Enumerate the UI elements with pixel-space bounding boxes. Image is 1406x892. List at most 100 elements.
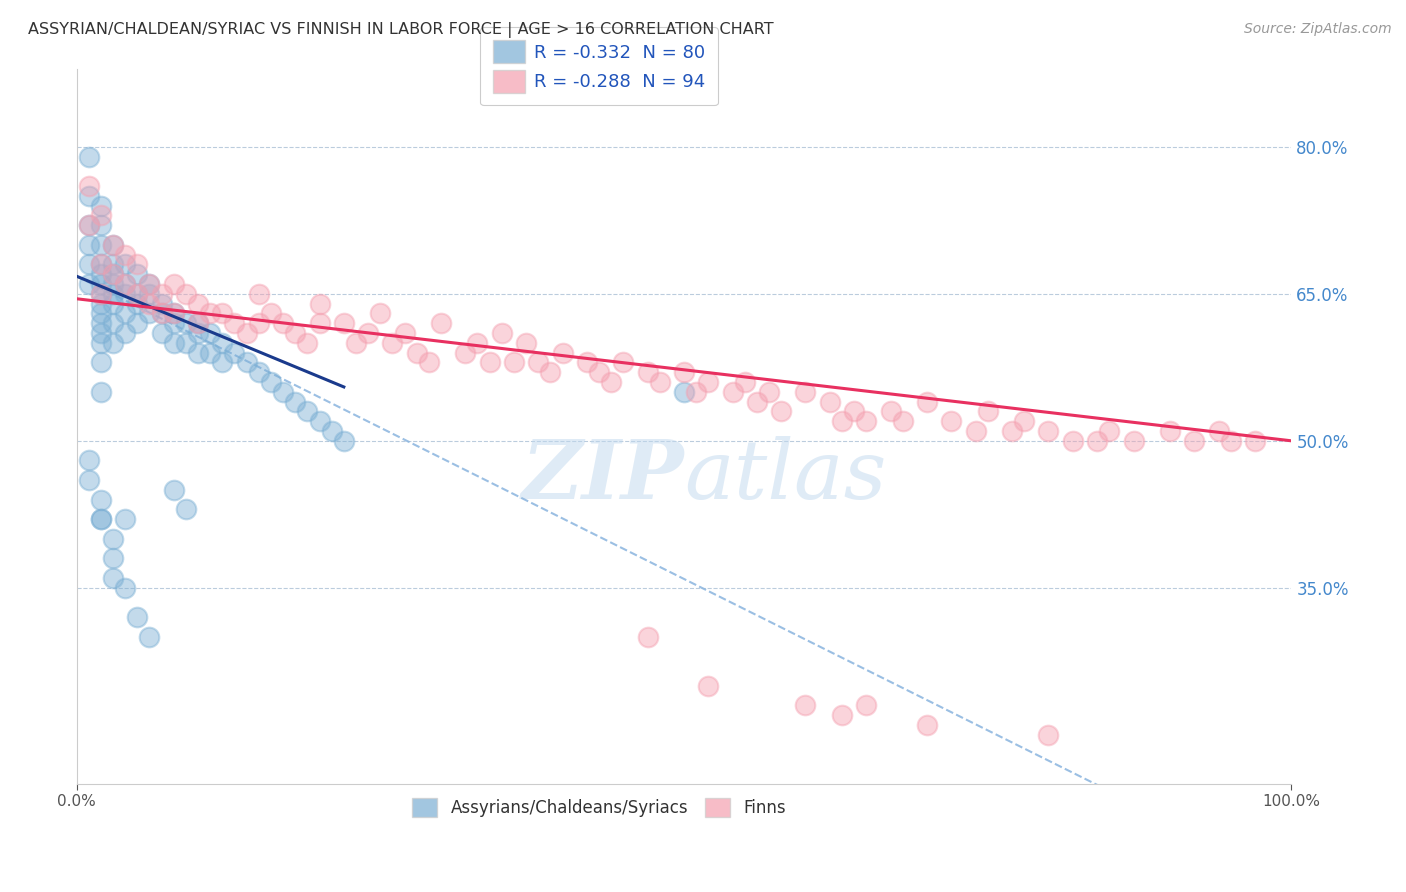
Point — [235, 326, 257, 340]
Point — [90, 277, 112, 291]
Point — [90, 257, 112, 271]
Point — [260, 375, 283, 389]
Point — [77, 219, 100, 233]
Point — [101, 316, 124, 330]
Point — [174, 286, 197, 301]
Point — [394, 326, 416, 340]
Point — [697, 375, 720, 389]
Point — [163, 277, 186, 291]
Point — [1219, 434, 1241, 448]
Point — [1159, 424, 1181, 438]
Point — [1098, 424, 1121, 438]
Point — [174, 502, 197, 516]
Point — [77, 179, 100, 194]
Point — [101, 296, 124, 310]
Point — [745, 394, 768, 409]
Point — [454, 345, 477, 359]
Point — [138, 630, 160, 644]
Point — [794, 384, 817, 399]
Point — [187, 326, 209, 340]
Point — [211, 335, 233, 350]
Point — [297, 335, 319, 350]
Point — [260, 306, 283, 320]
Point — [138, 277, 160, 291]
Point — [90, 512, 112, 526]
Point — [77, 189, 100, 203]
Text: ASSYRIAN/CHALDEAN/SYRIAC VS FINNISH IN LABOR FORCE | AGE > 16 CORRELATION CHART: ASSYRIAN/CHALDEAN/SYRIAC VS FINNISH IN L… — [28, 22, 773, 38]
Point — [235, 355, 257, 369]
Point — [672, 365, 695, 379]
Point — [612, 355, 634, 369]
Point — [770, 404, 793, 418]
Point — [418, 355, 440, 369]
Point — [187, 316, 209, 330]
Point — [90, 219, 112, 233]
Point — [150, 306, 173, 320]
Point — [1001, 424, 1024, 438]
Point — [284, 394, 307, 409]
Point — [90, 238, 112, 252]
Point — [637, 630, 659, 644]
Point — [127, 296, 149, 310]
Point — [333, 316, 356, 330]
Point — [1038, 728, 1060, 742]
Point — [101, 267, 124, 281]
Point — [648, 375, 671, 389]
Point — [163, 483, 186, 497]
Point — [174, 316, 197, 330]
Point — [138, 306, 160, 320]
Point — [831, 708, 853, 723]
Point — [637, 365, 659, 379]
Point — [247, 286, 270, 301]
Point — [224, 316, 246, 330]
Point — [150, 296, 173, 310]
Point — [187, 296, 209, 310]
Point — [941, 414, 963, 428]
Point — [150, 286, 173, 301]
Point — [90, 384, 112, 399]
Point — [114, 512, 136, 526]
Point — [101, 257, 124, 271]
Point — [211, 306, 233, 320]
Point — [90, 355, 112, 369]
Point — [187, 316, 209, 330]
Point — [977, 404, 1000, 418]
Point — [90, 199, 112, 213]
Point — [308, 414, 330, 428]
Point — [90, 316, 112, 330]
Point — [503, 355, 526, 369]
Point — [575, 355, 598, 369]
Point — [344, 335, 367, 350]
Point — [891, 414, 914, 428]
Point — [1012, 414, 1035, 428]
Point — [1208, 424, 1230, 438]
Point — [114, 257, 136, 271]
Point — [855, 698, 877, 713]
Point — [308, 316, 330, 330]
Point — [842, 404, 865, 418]
Point — [127, 286, 149, 301]
Point — [879, 404, 901, 418]
Point — [114, 248, 136, 262]
Point — [127, 610, 149, 624]
Point — [211, 355, 233, 369]
Point — [163, 306, 186, 320]
Point — [1122, 434, 1144, 448]
Point — [685, 384, 707, 399]
Point — [224, 345, 246, 359]
Point — [90, 512, 112, 526]
Point — [101, 277, 124, 291]
Point — [77, 257, 100, 271]
Point — [127, 316, 149, 330]
Point — [77, 277, 100, 291]
Point — [163, 316, 186, 330]
Point — [90, 209, 112, 223]
Point — [672, 384, 695, 399]
Point — [101, 238, 124, 252]
Point — [1062, 434, 1084, 448]
Point — [150, 326, 173, 340]
Point — [357, 326, 380, 340]
Point — [101, 267, 124, 281]
Point — [381, 335, 404, 350]
Point — [855, 414, 877, 428]
